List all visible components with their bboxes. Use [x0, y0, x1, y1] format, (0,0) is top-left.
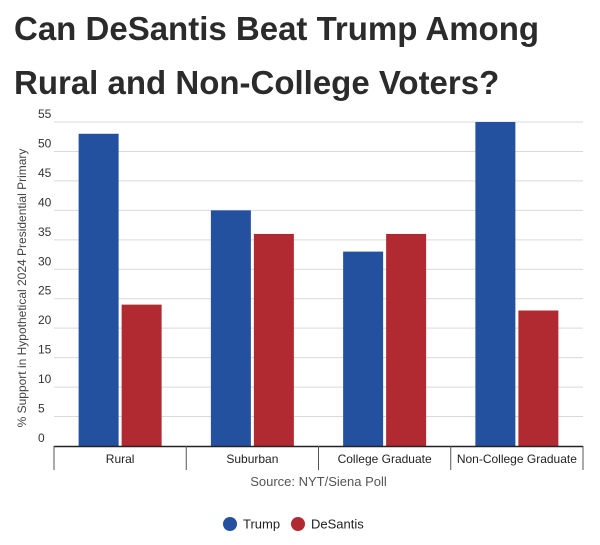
y-tick-label: 0 — [38, 431, 45, 445]
y-tick-label: 25 — [38, 284, 52, 298]
legend-swatch-trump — [223, 517, 237, 531]
legend: Trump DeSantis — [223, 517, 364, 532]
y-axis-title: % Support in Hypothetical 2024 President… — [15, 149, 29, 428]
bar-trump-suburban — [210, 210, 251, 446]
chart-title: Can DeSantis Beat Trump Among Rural and … — [14, 10, 540, 101]
y-tick-label: 5 — [38, 402, 45, 416]
y-tick-label: 55 — [38, 107, 52, 121]
y-tick-label: 30 — [38, 254, 52, 268]
x-tick-label: Suburban — [226, 452, 278, 466]
y-tick-label: 15 — [38, 343, 52, 357]
legend-label-desantis: DeSantis — [311, 517, 364, 532]
bar-desantis-suburban — [253, 233, 294, 446]
bar-desantis-college-graduate — [386, 233, 427, 446]
bar-desantis-rural — [121, 304, 162, 446]
x-tick-label: Non-College Graduate — [457, 452, 577, 466]
y-tick-label: 10 — [38, 372, 52, 386]
y-tick-label: 45 — [38, 166, 52, 180]
legend-label-trump: Trump — [243, 517, 280, 532]
y-tick-label: 50 — [38, 136, 52, 150]
y-tick-label: 40 — [38, 195, 52, 209]
y-axis-ticks: 0 5 10 15 20 25 30 35 40 45 50 55 — [38, 107, 52, 445]
x-axis: Rural Suburban College Graduate Non-College… — [53, 445, 584, 470]
legend-swatch-desantis — [291, 517, 305, 531]
bar-trump-college-graduate — [343, 251, 384, 446]
bar-trump-non-college-graduate — [475, 122, 516, 446]
bars — [78, 122, 559, 447]
bar-desantis-non-college-graduate — [518, 310, 559, 446]
y-tick-label: 20 — [38, 313, 52, 327]
x-tick-label: Rural — [106, 452, 135, 466]
source-note: Source: NYT/Siena Poll — [250, 474, 387, 489]
y-tick-label: 35 — [38, 225, 52, 239]
x-tick-label: College Graduate — [338, 452, 432, 466]
bar-trump-rural — [78, 133, 119, 447]
